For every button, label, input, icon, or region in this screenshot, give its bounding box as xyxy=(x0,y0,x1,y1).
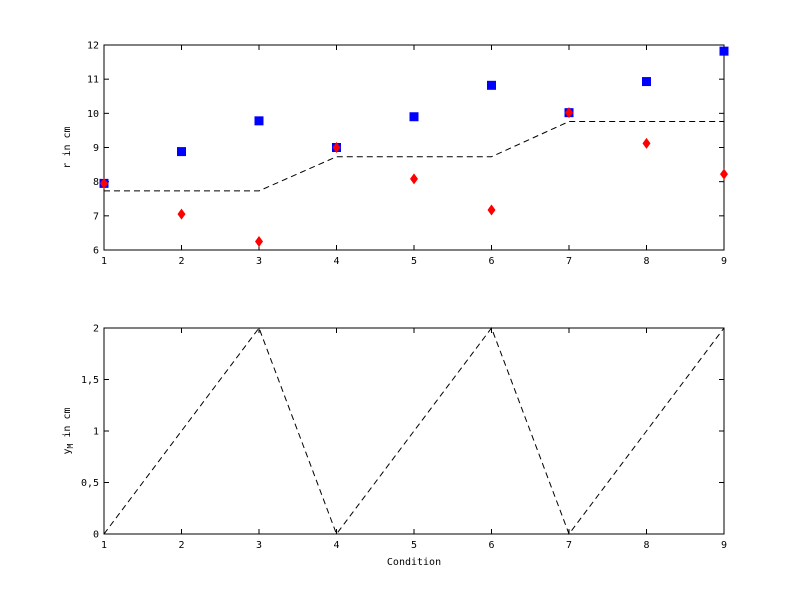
bottom-x-tick-label: 3 xyxy=(256,540,262,551)
bottom-y-axis-label: yM in cm xyxy=(62,408,75,455)
bottom-x-tick-label: 8 xyxy=(643,540,649,551)
bottom-y-tick-label: 0 xyxy=(93,530,99,541)
top-x-tick-label: 9 xyxy=(721,256,727,267)
top-x-tick-label: 8 xyxy=(643,256,649,267)
top-square-marker xyxy=(254,116,264,126)
bottom-x-tick-label: 7 xyxy=(566,540,572,551)
bottom-y-tick-label: 1 xyxy=(93,427,99,438)
top-square-marker xyxy=(409,112,419,122)
top-square-marker xyxy=(177,147,186,157)
bottom-x-tick-label: 5 xyxy=(411,540,417,551)
top-diamond-marker xyxy=(487,204,496,216)
top-diamond-marker xyxy=(100,177,108,189)
top-x-tick-label: 3 xyxy=(256,256,262,267)
top-diamond-marker xyxy=(642,137,651,149)
top-x-tick-label: 2 xyxy=(178,256,184,267)
top-dashed-line-series xyxy=(104,121,724,192)
bottom-y-axis-label-main: y xyxy=(62,448,73,454)
top-x-tick-label: 6 xyxy=(488,256,494,267)
top-y-tick-label: 6 xyxy=(93,246,99,257)
top-y-axis-label: r in cm xyxy=(62,126,73,168)
top-diamond-marker xyxy=(332,142,341,153)
top-y-tick-label: 11 xyxy=(87,75,99,86)
bottom-x-tick-label: 4 xyxy=(333,540,339,551)
top-x-tick-label: 7 xyxy=(566,256,572,267)
top-square-marker xyxy=(642,77,651,87)
top-x-tick-label: 5 xyxy=(411,256,417,267)
top-y-tick-label: 7 xyxy=(93,211,99,222)
bottom-y-tick-label: 1,5 xyxy=(81,375,99,386)
top-x-tick-label: 1 xyxy=(101,256,107,267)
top-diamond-marker xyxy=(255,235,263,247)
top-y-tick-label: 9 xyxy=(93,143,99,154)
bottom-dashed-line-series xyxy=(103,326,725,536)
top-x-tick-label: 4 xyxy=(333,256,339,267)
bottom-y-tick-label: 2 xyxy=(93,324,99,335)
top-diamond-marker xyxy=(177,208,186,220)
top-square-marker xyxy=(487,80,496,90)
bottom-plot: 1 2 3 4 5 6 7 8 9 0 0,5 1 1,5 2 yM in cm Condition xyxy=(62,324,727,569)
bottom-x-tick-label: 6 xyxy=(488,540,494,551)
top-y-tick-label: 12 xyxy=(87,41,99,52)
bottom-x-tick-label: 9 xyxy=(721,540,727,551)
bottom-y-axis-label-rest: in cm xyxy=(62,408,73,444)
bottom-y-axis-label-sub: M xyxy=(66,443,75,448)
bottom-x-tick-label: 2 xyxy=(178,540,184,551)
top-y-tick-label: 10 xyxy=(87,109,99,120)
top-square-marker xyxy=(719,46,729,56)
top-diamond-marker xyxy=(410,173,418,185)
bottom-x-axis-label: Condition xyxy=(387,557,441,568)
bottom-x-tick-label: 1 xyxy=(101,540,107,551)
top-diamond-marker xyxy=(720,168,728,180)
top-y-tick-label: 8 xyxy=(93,177,99,188)
top-diamond-marker xyxy=(565,107,573,119)
bottom-y-tick-label: 0,5 xyxy=(81,478,99,489)
